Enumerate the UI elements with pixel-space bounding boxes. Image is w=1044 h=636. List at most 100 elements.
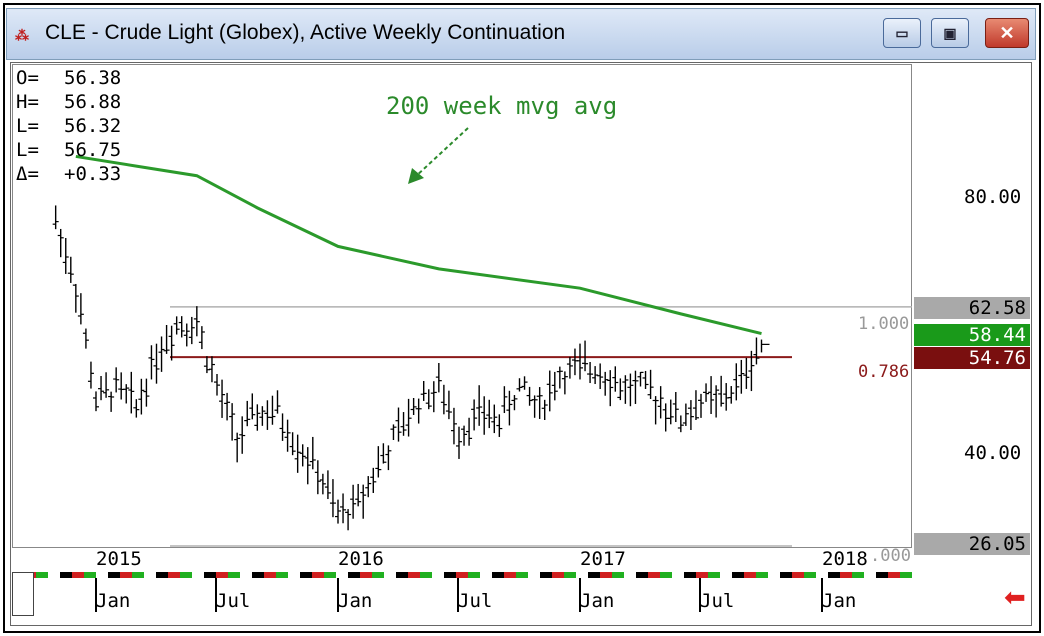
scroll-right-arrow-icon[interactable]: ⬅ — [1004, 582, 1026, 612]
y-tick-80: 80.00 — [964, 186, 1022, 208]
period-strip-segment — [900, 572, 912, 578]
period-strip-segment — [36, 572, 48, 578]
time-scroll-handle[interactable] — [12, 572, 34, 616]
title-bar[interactable]: ⁂ CLE - Crude Light (Globex), Active Wee… — [6, 8, 1036, 60]
period-strip-segment — [156, 572, 168, 578]
period-strip-segment — [252, 572, 264, 578]
period-strip-segment — [336, 572, 348, 578]
x-year-2018: 2018 — [822, 548, 868, 570]
period-strip-segment — [720, 572, 732, 578]
x-month-jan-2015: Jan — [96, 590, 131, 612]
ohlc-high-row: H= 56.88 — [16, 91, 122, 113]
y-box-fib-high: 62.58 — [914, 297, 1030, 319]
x-year-2016: 2016 — [338, 548, 384, 570]
period-strip-segment — [420, 572, 432, 578]
x-month-jan-2017: Jan — [580, 590, 615, 612]
period-strip-segment — [696, 572, 708, 578]
period-strip-segment — [756, 572, 768, 578]
period-strip-segment — [468, 572, 480, 578]
x-month-jul-2015: Jul — [216, 590, 251, 612]
period-strip-segment — [492, 572, 504, 578]
period-strip-segment — [576, 572, 588, 578]
period-strip-segment — [636, 572, 648, 578]
x-year-2015: 2015 — [96, 548, 142, 570]
period-strip-segment — [108, 572, 120, 578]
fib-label-mid: 0.786 — [858, 362, 910, 382]
period-strip-segment — [516, 572, 528, 578]
period-strip-segment — [744, 572, 756, 578]
period-strip-segment — [528, 572, 540, 578]
period-strip-segment — [84, 572, 96, 578]
period-strip-segment — [216, 572, 228, 578]
x-year-2017: 2017 — [580, 548, 626, 570]
x-month-jan-2016: Jan — [338, 590, 373, 612]
period-strip-segment — [372, 572, 384, 578]
period-strip-segment — [564, 572, 576, 578]
period-strip-segment — [72, 572, 84, 578]
period-strip-segment — [96, 572, 108, 578]
period-strip-segment — [300, 572, 312, 578]
ohlc-low-row: L= 56.32 — [16, 115, 122, 137]
period-strip-segment — [312, 572, 324, 578]
period-strip-segment — [144, 572, 156, 578]
x-month-jul-2016: Jul — [458, 590, 493, 612]
period-strip-segment — [180, 572, 192, 578]
period-strip-segment — [228, 572, 240, 578]
period-strip-segment — [768, 572, 780, 578]
period-strip-segment — [360, 572, 372, 578]
period-strip-segment — [432, 572, 444, 578]
period-strip-segment — [408, 572, 420, 578]
ohlc-last-row: L= 56.75 — [16, 139, 122, 161]
period-strip-segment — [264, 572, 276, 578]
period-strip-segment — [816, 572, 828, 578]
ohlc-open-row: O= 56.38 — [16, 67, 122, 89]
period-strip-segment — [672, 572, 684, 578]
period-strip-segment — [384, 572, 396, 578]
ohlc-change-row: Δ= +0.33 — [16, 163, 122, 185]
period-strip-segment — [888, 572, 900, 578]
period-strip-segment — [192, 572, 204, 578]
period-strip-segment — [456, 572, 468, 578]
ohlc-readout: O= 56.38 H= 56.88 L= 56.32 L= 56.75 Δ= +0.33 — [16, 66, 121, 186]
close-button[interactable]: ✕ — [985, 18, 1029, 48]
minimize-button[interactable]: ▭ — [883, 18, 921, 48]
period-strip-segment — [612, 572, 624, 578]
window-title: CLE - Crude Light (Globex), Active Weekl… — [45, 21, 566, 44]
period-strip-segment — [168, 572, 180, 578]
period-strip-segment — [444, 572, 456, 578]
period-strip-segment — [504, 572, 516, 578]
period-strip-segment — [396, 572, 408, 578]
period-strip-segment — [204, 572, 216, 578]
period-strip-segment — [780, 572, 792, 578]
period-strip-segment — [648, 572, 660, 578]
fib-label-bottom: .000 — [870, 546, 911, 566]
period-strip-segment — [60, 572, 72, 578]
period-strip-segment — [840, 572, 852, 578]
maximize-button[interactable]: ▣ — [931, 18, 969, 48]
period-strip-segment — [684, 572, 696, 578]
period-strip-segment — [624, 572, 636, 578]
plot-area[interactable] — [12, 64, 912, 548]
period-strip-segment — [552, 572, 564, 578]
y-box-ma: 58.44 — [914, 324, 1030, 346]
period-strip-segment — [852, 572, 864, 578]
price-chart[interactable] — [12, 64, 912, 548]
period-strip-segment — [876, 572, 888, 578]
period-strip-segment — [732, 572, 744, 578]
period-strip-segment — [480, 572, 492, 578]
period-strip-segment — [132, 572, 144, 578]
period-strip-segment — [660, 572, 672, 578]
period-strip-segment — [120, 572, 132, 578]
period-strip-segment — [600, 572, 612, 578]
period-strip-segment — [276, 572, 288, 578]
period-strip-segment — [348, 572, 360, 578]
x-month-jul-2017: Jul — [700, 590, 735, 612]
period-strip-segment — [864, 572, 876, 578]
x-month-jan-2018: Jan — [822, 590, 857, 612]
y-tick-40: 40.00 — [964, 442, 1022, 464]
annotation-arrow — [408, 127, 469, 184]
period-strip-segment — [588, 572, 600, 578]
period-strip-segment — [540, 572, 552, 578]
period-strip-segment — [48, 572, 60, 578]
y-box-fib-low: 26.05 — [914, 533, 1030, 555]
